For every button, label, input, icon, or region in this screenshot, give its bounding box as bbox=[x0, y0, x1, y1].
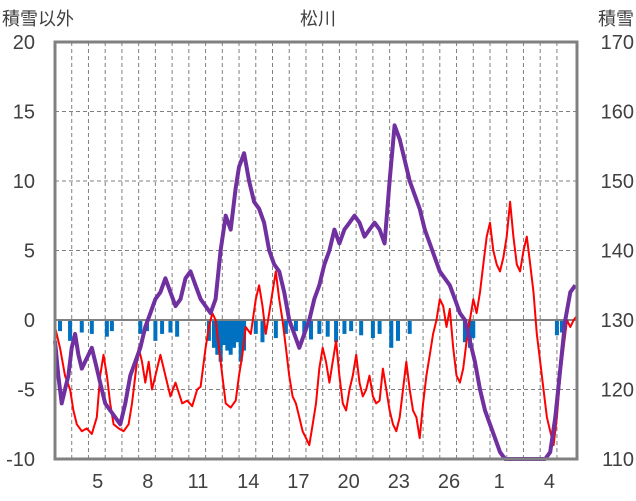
left-tick-label: 0 bbox=[24, 310, 35, 332]
precipitation-bar bbox=[228, 320, 233, 355]
x-tick-label: 4 bbox=[544, 471, 555, 493]
left-tick-label: -5 bbox=[17, 380, 35, 402]
precipitation-bar bbox=[317, 320, 322, 334]
precipitation-bar bbox=[559, 320, 564, 333]
precipitation-bar bbox=[471, 320, 476, 339]
plot-frame bbox=[53, 40, 579, 461]
precipitation-bar bbox=[349, 320, 354, 332]
left-tick-label: 5 bbox=[24, 241, 35, 263]
precipitation-bar bbox=[377, 320, 382, 334]
precipitation-bar bbox=[302, 320, 307, 336]
precipitation-bar bbox=[283, 320, 288, 334]
precipitation-bar bbox=[89, 320, 94, 334]
precipitation-bar bbox=[175, 320, 180, 337]
x-tick-label: 26 bbox=[438, 471, 460, 493]
x-tick-label: 23 bbox=[388, 471, 410, 493]
snow-depth-line bbox=[53, 123, 577, 461]
left-axis-title: 積雪以外 bbox=[2, 9, 74, 30]
precipitation-bar bbox=[79, 320, 84, 333]
precipitation-bar bbox=[235, 320, 240, 343]
precipitation-bar bbox=[168, 320, 173, 333]
left-tick-label: -10 bbox=[6, 449, 35, 471]
precipitation-bar bbox=[308, 320, 313, 340]
left-tick-label: 10 bbox=[13, 171, 35, 193]
left-axis-ticks: -10 -5 0 5 10 15 20 bbox=[6, 32, 35, 471]
precipitation-bar bbox=[273, 320, 278, 339]
chart-title: 松川 bbox=[300, 9, 336, 30]
precipitation-bar bbox=[325, 320, 330, 337]
x-tick-label: 8 bbox=[142, 471, 153, 493]
precipitation-bar bbox=[293, 320, 298, 332]
left-tick-label: 20 bbox=[13, 32, 35, 54]
x-axis-ticks: 5 8 11 14 17 20 23 26 1 4 bbox=[92, 471, 555, 493]
precipitation-bar bbox=[225, 320, 230, 351]
precipitation-bar bbox=[407, 320, 412, 334]
right-tick-label: 160 bbox=[601, 102, 634, 124]
x-tick-label: 20 bbox=[338, 471, 360, 493]
x-tick-label: 5 bbox=[92, 471, 103, 493]
series-lines bbox=[53, 123, 578, 461]
x-tick-label: 17 bbox=[287, 471, 309, 493]
temperature-line bbox=[54, 200, 578, 447]
precipitation-bar bbox=[58, 320, 63, 332]
left-tick-label: 15 bbox=[13, 102, 35, 124]
precipitation-bar bbox=[359, 320, 364, 336]
precipitation-bar bbox=[221, 320, 226, 346]
grid bbox=[54, 42, 577, 459]
x-tick-label: 11 bbox=[188, 471, 209, 493]
precipitation-bar bbox=[232, 320, 237, 348]
precipitation-bar bbox=[260, 320, 265, 343]
precipitation-bar bbox=[160, 320, 165, 334]
right-tick-label: 170 bbox=[601, 32, 634, 54]
precipitation-bar bbox=[109, 320, 114, 332]
right-axis-title: 積雪 bbox=[598, 9, 634, 30]
precipitation-bar bbox=[389, 320, 394, 348]
precipitation-bar bbox=[342, 320, 347, 334]
precipitation-bar bbox=[138, 320, 143, 334]
precipitation-bar bbox=[104, 320, 109, 337]
precipitation-bar bbox=[218, 320, 223, 362]
precipitation-bar bbox=[211, 320, 216, 348]
precipitation-bar bbox=[554, 320, 559, 336]
precipitation-bar bbox=[68, 320, 73, 341]
precipitation-bar bbox=[462, 320, 467, 343]
precipitation-bar bbox=[238, 320, 243, 362]
right-tick-label: 130 bbox=[601, 310, 634, 332]
right-tick-label: 110 bbox=[602, 449, 634, 471]
right-tick-label: 150 bbox=[601, 171, 634, 193]
precipitation-bar bbox=[253, 320, 258, 334]
precipitation-bar bbox=[395, 320, 400, 341]
right-tick-label: 120 bbox=[601, 380, 634, 402]
precipitation-bars bbox=[58, 320, 564, 362]
x-tick-label: 14 bbox=[237, 471, 259, 493]
precipitation-bar bbox=[370, 320, 375, 339]
precipitation-bar bbox=[334, 320, 339, 343]
x-tick-label: 1 bbox=[494, 471, 505, 493]
right-axis-ticks: 110 120 130 140 150 160 170 bbox=[601, 32, 634, 471]
precipitation-bar bbox=[153, 320, 158, 341]
right-tick-label: 140 bbox=[601, 241, 634, 263]
